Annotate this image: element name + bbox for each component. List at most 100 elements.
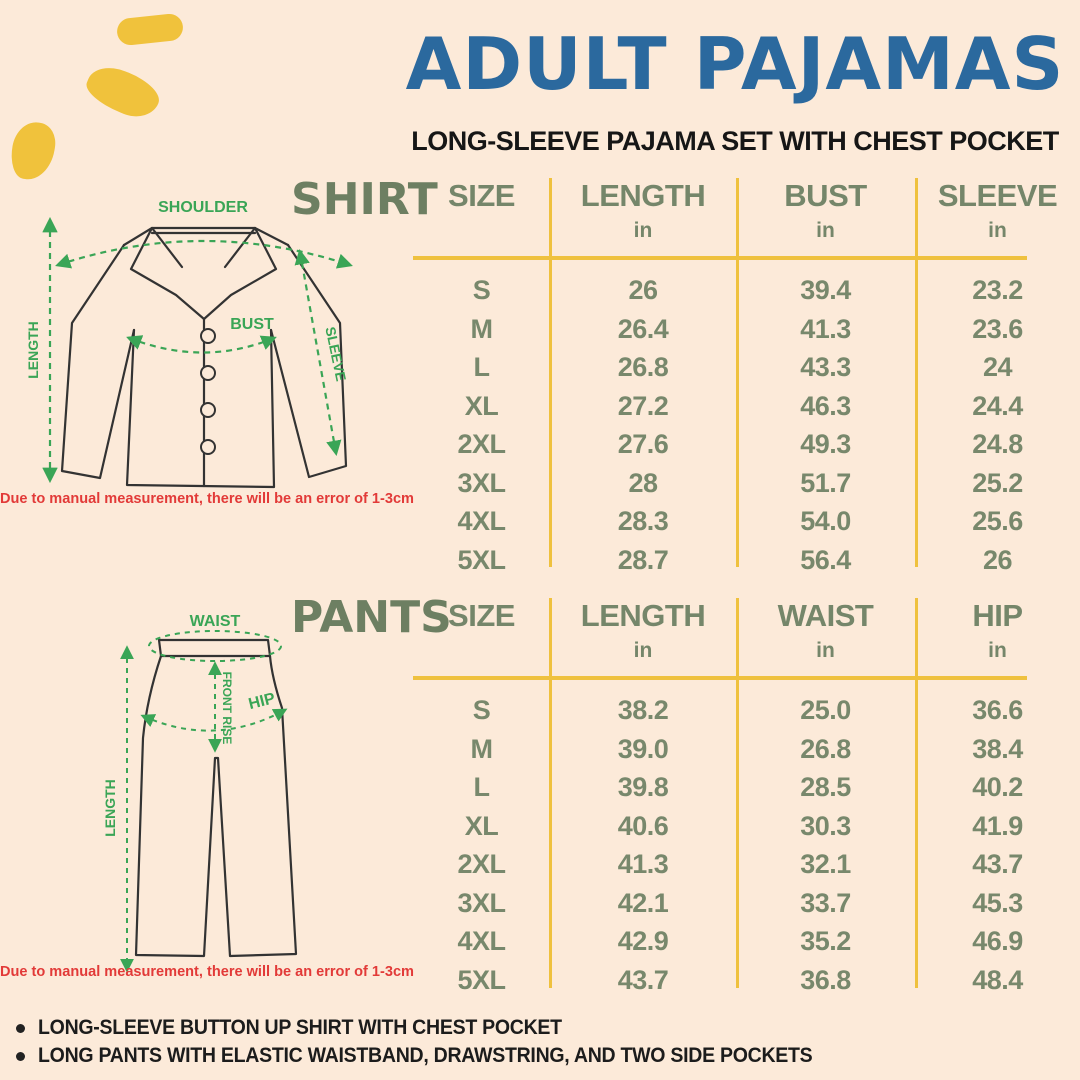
table-cell: XL: [464, 810, 499, 841]
table-cell: 25.6: [972, 506, 1023, 536]
table-row: S 38.2 25.0 36.6: [413, 691, 1080, 730]
table-cell: 43.7: [617, 964, 669, 995]
table-cell: 54.0: [800, 506, 851, 536]
table-cell: 30.3: [800, 810, 851, 841]
hip-measure-arrow: [140, 708, 288, 732]
table-cell: 27.2: [617, 390, 669, 421]
table-cell: 3XL: [457, 887, 506, 918]
table-row: M 39.0 26.8 38.4: [413, 730, 1080, 769]
table-cell: 43.3: [800, 352, 851, 382]
table-cell: M: [470, 733, 494, 764]
feature-list: LONG-SLEEVE BUTTON UP SHIRT WITH CHEST P…: [16, 1014, 1066, 1070]
table-cell: 56.4: [800, 544, 851, 575]
table-cell: M: [470, 313, 494, 344]
column-header: WAIST in: [777, 598, 874, 662]
page-title: ADULT PAJAMAS: [405, 22, 1065, 106]
table-divider: [915, 178, 918, 567]
table-row: 2XL 41.3 32.1 43.7: [413, 845, 1080, 884]
table-row: L 26.8 43.3 24: [413, 348, 1080, 387]
list-item: LONG-SLEEVE BUTTON UP SHIRT WITH CHEST P…: [16, 1014, 1066, 1042]
table-cell: 42.9: [617, 926, 669, 956]
table-divider: [915, 598, 918, 988]
table-cell: 48.4: [972, 964, 1023, 995]
table-cell: 28.5: [800, 772, 851, 802]
table-cell: 26: [982, 544, 1013, 575]
bullet-icon: [16, 1023, 25, 1033]
table-cell: 35.2: [800, 926, 851, 956]
yellow-blob-decoration: [115, 12, 185, 47]
table-cell: S: [472, 695, 491, 725]
shirt-size-table: SIZE LENGTH in BUST in SLEEVE in S 26 39.4 23.2 M 2…: [413, 176, 1080, 575]
table-cell: 24.4: [972, 390, 1023, 421]
sleeve-label: SLEEVE: [322, 325, 349, 382]
table-cell: 41.3: [617, 849, 669, 879]
table-cell: 39.4: [800, 275, 851, 305]
table-cell: 24.8: [972, 429, 1023, 459]
yellow-blob-decoration: [7, 118, 59, 184]
table-cell: 2XL: [457, 429, 506, 459]
table-row: 3XL 42.1 33.7 45.3: [413, 884, 1080, 923]
length-label: LENGTH: [28, 321, 41, 379]
shoulder-label: SHOULDER: [158, 199, 248, 216]
table-cell: 40.6: [617, 810, 669, 841]
sleeve-measure-arrow: [294, 248, 342, 457]
table-row: XL 27.2 46.3 24.4: [413, 387, 1080, 426]
shirt-diagram: SHOULDER LENGTH BUST SLEEVE: [28, 199, 353, 489]
table-cell: 33.7: [800, 887, 851, 918]
table-cell: 38.2: [617, 695, 669, 725]
table-row: 2XL 27.6 49.3 24.8: [413, 425, 1080, 464]
table-cell: 43.7: [972, 849, 1023, 879]
shirt-measurement-note: Due to manual measurement, there will be…: [0, 490, 414, 507]
list-item: LONG PANTS WITH ELASTIC WAISTBAND, DRAWS…: [16, 1042, 1066, 1070]
pants-table-body: S 38.2 25.0 36.6 M 39.0 26.8 38.4 L 39.8 28.5 40.2 X…: [413, 691, 1080, 999]
table-cell: 26.8: [800, 733, 851, 764]
table-cell: 4XL: [457, 506, 506, 536]
table-cell: 24: [982, 352, 1013, 382]
table-cell: 46.9: [972, 926, 1023, 956]
table-cell: 23.2: [972, 275, 1023, 305]
table-cell: 51.7: [800, 467, 851, 498]
table-row: S 26 39.4 23.2: [413, 271, 1080, 310]
table-cell: 36.6: [972, 695, 1023, 725]
pants-section-label: PANTS: [291, 592, 452, 643]
table-cell: S: [472, 275, 491, 305]
column-header: HIP in: [972, 598, 1023, 662]
table-row: 5XL 43.7 36.8 48.4: [413, 961, 1080, 1000]
column-header: SIZE: [448, 598, 515, 633]
table-cell: 32.1: [800, 849, 851, 879]
column-header: SIZE: [448, 178, 515, 213]
feature-text: LONG PANTS WITH ELASTIC WAISTBAND, DRAWS…: [38, 1044, 813, 1067]
front-rise-label: FRONT RISE: [220, 672, 234, 745]
table-cell: 26.8: [617, 352, 669, 382]
column-header: LENGTH in: [580, 598, 706, 662]
table-cell: 38.4: [972, 733, 1023, 764]
column-header: LENGTH in: [580, 178, 706, 242]
table-cell: 39.0: [617, 733, 669, 764]
table-cell: 26: [628, 275, 658, 305]
bullet-icon: [16, 1051, 25, 1061]
table-cell: 49.3: [800, 429, 851, 459]
table-cell: 25.0: [800, 695, 851, 725]
table-cell: 25.2: [972, 467, 1023, 498]
pants-diagram: WAIST FRONT RISE HIP LENGTH: [102, 613, 298, 973]
table-cell: 2XL: [457, 849, 506, 879]
table-cell: XL: [464, 390, 499, 421]
yellow-blob-decoration: [81, 59, 165, 125]
table-cell: L: [473, 352, 491, 382]
table-cell: 5XL: [457, 964, 506, 995]
table-row: 3XL 28 51.7 25.2: [413, 464, 1080, 503]
pants-measurement-note: Due to manual measurement, there will be…: [0, 963, 414, 980]
table-cell: 41.3: [800, 313, 851, 344]
table-cell: L: [473, 772, 491, 802]
shirt-section-label: SHIRT: [291, 174, 438, 225]
table-row: 4XL 42.9 35.2 46.9: [413, 922, 1080, 961]
table-cell: 46.3: [800, 390, 851, 421]
table-divider: [549, 598, 552, 988]
hip-label: HIP: [247, 690, 277, 713]
pants-outline: [134, 638, 298, 958]
table-cell: 23.6: [972, 313, 1023, 344]
shirt-buttons: [200, 328, 216, 455]
table-row: L 39.8 28.5 40.2: [413, 768, 1080, 807]
table-cell: 40.2: [972, 772, 1023, 802]
table-cell: 36.8: [800, 964, 851, 995]
